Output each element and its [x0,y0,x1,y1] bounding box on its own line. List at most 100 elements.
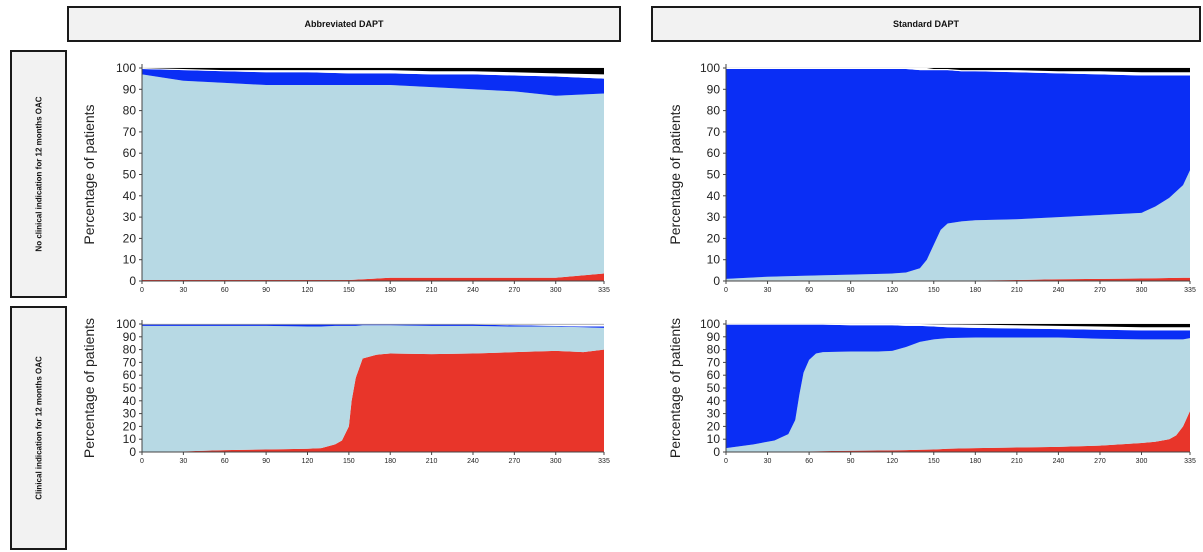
x-tick-label: 180 [969,458,981,465]
x-tick-label: 60 [805,458,813,465]
y-tick-label: 100 [116,61,136,75]
x-tick-label: 30 [179,458,187,465]
y-tick-label: 40 [707,394,721,408]
x-tick-label: 210 [1011,287,1023,294]
x-tick-label: 300 [550,287,562,294]
black-layer [726,68,1190,73]
x-tick-label: 300 [1136,458,1148,465]
red-layer [726,277,1190,281]
y-tick-label: 80 [123,343,137,357]
y-tick-label: 60 [123,368,137,382]
x-tick-label: 240 [467,458,479,465]
white-layer [142,324,604,327]
y-tick-label: 60 [123,146,137,160]
y-tick-label: 40 [707,189,721,203]
y-tick-label: 10 [123,253,137,267]
column-header-abbreviated-dapt: Abbreviated DAPT [67,6,621,42]
lightblue-layer [726,337,1190,452]
y-axis-label: Percentage of patients [667,104,683,244]
x-tick-label: 270 [509,458,521,465]
x-tick-label: 335 [598,287,610,294]
y-tick-label: 30 [123,210,137,224]
row-header-no-indication: No clinical indication for 12 months OAC [10,50,67,298]
x-tick-label: 30 [179,287,187,294]
x-tick-label: 335 [1184,458,1196,465]
y-tick-label: 0 [713,274,720,288]
x-tick-label: 90 [262,458,270,465]
x-tick-label: 240 [467,287,479,294]
lightblue-layer [142,325,604,452]
y-tick-label: 70 [123,355,137,369]
x-tick-label: 90 [847,458,855,465]
y-tick-label: 10 [123,432,137,446]
red-layer [142,349,604,452]
black-layer [726,324,1190,328]
y-tick-label: 30 [707,407,721,421]
x-tick-label: 240 [1053,287,1065,294]
white-layer [726,324,1190,331]
x-tick-label: 90 [262,287,270,294]
column-header-standard-dapt: Standard DAPT [651,6,1201,42]
blue-layer [142,69,604,96]
x-tick-label: 300 [550,458,562,465]
y-tick-label: 80 [707,104,721,118]
y-tick-label: 40 [123,189,137,203]
y-tick-label: 70 [123,125,137,139]
y-tick-label: 70 [707,355,721,369]
column-header-abbreviated-dapt-label: Abbreviated DAPT [304,19,384,29]
x-tick-label: 0 [140,458,144,465]
lightblue-layer [142,74,604,280]
x-tick-label: 0 [724,458,728,465]
panel-abbreviated-no-indication: 0 10 20 30 40 50 60 70 80 90 100 0 30 60 90 120 150 180 21… [81,61,610,294]
x-tick-label: 150 [343,458,355,465]
y-tick-label: 0 [129,274,136,288]
x-tick-label: 0 [140,287,144,294]
white-layer [726,68,1190,76]
y-tick-label: 100 [700,317,720,331]
y-tick-label: 20 [707,231,721,245]
y-tick-label: 0 [713,445,720,459]
y-tick-label: 50 [123,381,137,395]
white-layer [142,68,604,79]
black-layer [142,68,604,75]
red-layer [142,273,604,281]
x-tick-label: 180 [969,287,981,294]
blue-layer [726,69,1190,279]
y-tick-label: 40 [123,394,137,408]
y-tick-label: 100 [700,61,720,75]
column-header-standard-dapt-label: Standard DAPT [892,19,959,29]
x-tick-label: 210 [426,287,438,294]
y-tick-label: 50 [707,168,721,182]
lightblue-layer [726,170,1190,281]
x-tick-label: 150 [343,287,355,294]
x-tick-label: 120 [886,458,898,465]
x-tick-label: 335 [1184,287,1196,294]
y-tick-label: 90 [707,82,721,96]
y-tick-label: 20 [707,419,721,433]
x-tick-label: 120 [302,287,314,294]
y-tick-label: 80 [123,104,137,118]
y-tick-label: 90 [707,330,721,344]
row-header-clinical-indication: Clinical indication for 12 months OAC [10,306,67,550]
x-tick-label: 240 [1053,458,1065,465]
x-tick-label: 120 [886,287,898,294]
red-layer [726,411,1190,452]
panel-standard-no-indication: 0 10 20 30 40 50 60 70 80 90 100 0 30 60 90 120 150 180 21… [667,61,1196,294]
x-tick-label: 180 [384,287,396,294]
x-tick-label: 30 [764,458,772,465]
x-tick-label: 60 [221,458,229,465]
x-tick-label: 30 [764,287,772,294]
y-tick-label: 30 [123,407,137,421]
x-tick-label: 180 [384,458,396,465]
blue-layer [142,324,604,328]
x-tick-label: 150 [928,287,940,294]
y-tick-label: 100 [116,317,136,331]
y-tick-label: 90 [123,82,137,96]
x-tick-label: 210 [1011,458,1023,465]
y-tick-label: 70 [707,125,721,139]
x-tick-label: 270 [1094,287,1106,294]
x-tick-label: 150 [928,458,940,465]
x-tick-label: 210 [426,458,438,465]
